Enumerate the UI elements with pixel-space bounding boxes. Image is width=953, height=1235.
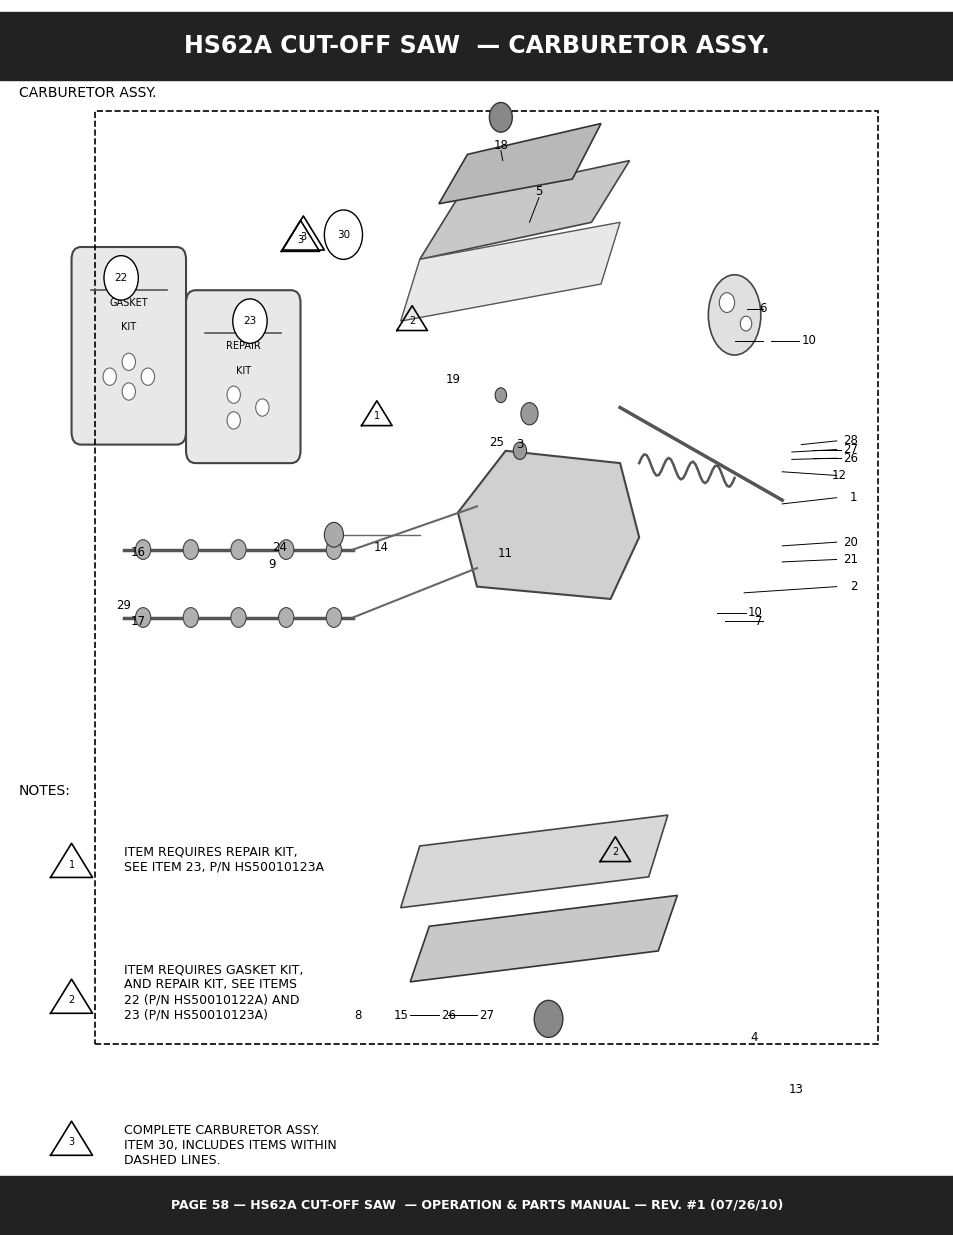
Text: 27: 27 xyxy=(478,1009,494,1021)
Circle shape xyxy=(227,387,240,404)
Circle shape xyxy=(278,540,294,559)
Polygon shape xyxy=(457,451,639,599)
Text: 2: 2 xyxy=(612,847,618,857)
Text: 5: 5 xyxy=(535,185,542,198)
Circle shape xyxy=(141,368,154,385)
Polygon shape xyxy=(400,815,667,908)
Text: 10: 10 xyxy=(747,606,762,619)
Text: 30: 30 xyxy=(336,230,350,240)
FancyBboxPatch shape xyxy=(71,247,186,445)
Text: 24: 24 xyxy=(272,541,287,553)
Text: NOTES:: NOTES: xyxy=(19,784,71,798)
Text: 26: 26 xyxy=(440,1009,456,1021)
Circle shape xyxy=(489,103,512,132)
Text: COMPLETE CARBURETOR ASSY.
ITEM 30, INCLUDES ITEMS WITHIN
DASHED LINES.: COMPLETE CARBURETOR ASSY. ITEM 30, INCLU… xyxy=(124,1124,336,1167)
Text: 17: 17 xyxy=(131,615,146,627)
Circle shape xyxy=(326,540,341,559)
Polygon shape xyxy=(438,124,600,204)
Text: 11: 11 xyxy=(497,547,513,559)
Text: GASKET: GASKET xyxy=(110,298,148,308)
Text: PAGE 58 — HS62A CUT-OFF SAW  — OPERATION & PARTS MANUAL — REV. #1 (07/26/10): PAGE 58 — HS62A CUT-OFF SAW — OPERATION … xyxy=(171,1199,782,1212)
Text: 2: 2 xyxy=(69,995,74,1005)
Circle shape xyxy=(122,353,135,370)
Circle shape xyxy=(227,411,240,429)
Text: 29: 29 xyxy=(116,599,132,611)
Text: REPAIR: REPAIR xyxy=(226,341,260,351)
Bar xyxy=(0,12,953,80)
Text: 1: 1 xyxy=(69,860,74,869)
Polygon shape xyxy=(410,895,677,982)
Text: KIT: KIT xyxy=(235,366,251,375)
Polygon shape xyxy=(400,222,619,321)
Circle shape xyxy=(103,368,116,385)
Text: 12: 12 xyxy=(831,469,846,482)
Circle shape xyxy=(520,403,537,425)
Circle shape xyxy=(326,608,341,627)
Text: 3: 3 xyxy=(516,438,523,451)
Circle shape xyxy=(135,540,151,559)
Circle shape xyxy=(135,608,151,627)
Text: 15: 15 xyxy=(393,1009,408,1021)
Circle shape xyxy=(183,608,198,627)
Bar xyxy=(95,111,877,1044)
FancyBboxPatch shape xyxy=(186,290,300,463)
Circle shape xyxy=(231,540,246,559)
Circle shape xyxy=(183,540,198,559)
Text: 2: 2 xyxy=(409,316,415,326)
Text: 23: 23 xyxy=(243,316,256,326)
Text: 22: 22 xyxy=(114,273,128,283)
Bar xyxy=(0,1176,953,1235)
Text: 7: 7 xyxy=(754,615,761,627)
Text: 16: 16 xyxy=(131,546,146,558)
Ellipse shape xyxy=(707,274,760,356)
Text: ITEM REQUIRES GASKET KIT,
AND REPAIR KIT, SEE ITEMS
22 (P/N HS50010122A) AND
23 : ITEM REQUIRES GASKET KIT, AND REPAIR KIT… xyxy=(124,963,303,1021)
Text: 28: 28 xyxy=(842,435,858,447)
Text: 21: 21 xyxy=(842,553,858,566)
Text: HS62A CUT-OFF SAW  — CARBURETOR ASSY.: HS62A CUT-OFF SAW — CARBURETOR ASSY. xyxy=(184,35,769,58)
Text: 3: 3 xyxy=(69,1137,74,1147)
Text: 25: 25 xyxy=(488,436,503,448)
Circle shape xyxy=(719,293,734,312)
Text: 18: 18 xyxy=(493,140,508,152)
Circle shape xyxy=(534,1000,562,1037)
Text: 6: 6 xyxy=(759,303,766,315)
Circle shape xyxy=(122,383,135,400)
Text: 19: 19 xyxy=(445,373,460,385)
Text: 1: 1 xyxy=(849,492,857,504)
Text: 2: 2 xyxy=(849,580,857,593)
Text: KIT: KIT xyxy=(121,322,136,332)
Circle shape xyxy=(495,388,506,403)
Circle shape xyxy=(324,522,343,547)
Text: 1: 1 xyxy=(374,411,379,421)
Text: 9: 9 xyxy=(268,558,275,571)
Text: CARBURETOR ASSY.: CARBURETOR ASSY. xyxy=(19,85,156,100)
Text: 26: 26 xyxy=(842,452,858,464)
Circle shape xyxy=(324,210,362,259)
Text: 4: 4 xyxy=(749,1031,757,1044)
Text: ITEM REQUIRES REPAIR KIT,
SEE ITEM 23, P/N HS50010123A: ITEM REQUIRES REPAIR KIT, SEE ITEM 23, P… xyxy=(124,846,324,874)
Text: 27: 27 xyxy=(842,443,858,456)
Circle shape xyxy=(233,299,267,343)
Circle shape xyxy=(740,316,751,331)
Text: 10: 10 xyxy=(801,335,816,347)
Text: 3: 3 xyxy=(297,235,303,245)
Text: 3: 3 xyxy=(300,232,306,242)
Text: 14: 14 xyxy=(374,541,389,553)
Circle shape xyxy=(104,256,138,300)
Text: 13: 13 xyxy=(788,1083,803,1095)
Circle shape xyxy=(255,399,269,416)
Text: 20: 20 xyxy=(842,536,858,548)
Polygon shape xyxy=(419,161,629,259)
Circle shape xyxy=(278,608,294,627)
Text: 8: 8 xyxy=(354,1009,361,1021)
Circle shape xyxy=(513,442,526,459)
Circle shape xyxy=(231,608,246,627)
